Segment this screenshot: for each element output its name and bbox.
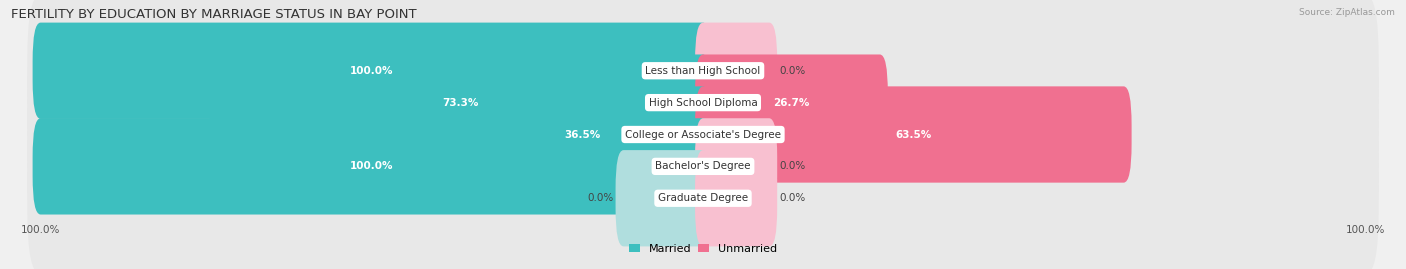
FancyBboxPatch shape: [209, 55, 711, 151]
FancyBboxPatch shape: [27, 27, 1379, 179]
FancyBboxPatch shape: [695, 86, 1132, 183]
Legend: Married, Unmarried: Married, Unmarried: [624, 239, 782, 258]
FancyBboxPatch shape: [616, 150, 711, 246]
FancyBboxPatch shape: [32, 118, 711, 214]
FancyBboxPatch shape: [695, 118, 778, 214]
Text: FERTILITY BY EDUCATION BY MARRIAGE STATUS IN BAY POINT: FERTILITY BY EDUCATION BY MARRIAGE STATU…: [11, 8, 416, 21]
FancyBboxPatch shape: [695, 55, 887, 151]
Text: Source: ZipAtlas.com: Source: ZipAtlas.com: [1299, 8, 1395, 17]
Text: 36.5%: 36.5%: [564, 129, 600, 140]
Text: 0.0%: 0.0%: [779, 161, 806, 171]
Text: High School Diploma: High School Diploma: [648, 98, 758, 108]
Text: 0.0%: 0.0%: [779, 193, 806, 203]
Text: 73.3%: 73.3%: [441, 98, 478, 108]
Text: Less than High School: Less than High School: [645, 66, 761, 76]
Text: 100.0%: 100.0%: [350, 161, 394, 171]
FancyBboxPatch shape: [27, 90, 1379, 242]
Text: 0.0%: 0.0%: [779, 66, 806, 76]
FancyBboxPatch shape: [695, 150, 778, 246]
Text: Bachelor's Degree: Bachelor's Degree: [655, 161, 751, 171]
Text: 63.5%: 63.5%: [896, 129, 931, 140]
FancyBboxPatch shape: [695, 23, 778, 119]
FancyBboxPatch shape: [27, 59, 1379, 210]
FancyBboxPatch shape: [32, 23, 711, 119]
Text: 26.7%: 26.7%: [773, 98, 810, 108]
Text: Graduate Degree: Graduate Degree: [658, 193, 748, 203]
Text: 0.0%: 0.0%: [588, 193, 613, 203]
FancyBboxPatch shape: [27, 0, 1379, 147]
FancyBboxPatch shape: [453, 86, 711, 183]
FancyBboxPatch shape: [27, 122, 1379, 269]
Text: College or Associate's Degree: College or Associate's Degree: [626, 129, 780, 140]
Text: 100.0%: 100.0%: [350, 66, 394, 76]
